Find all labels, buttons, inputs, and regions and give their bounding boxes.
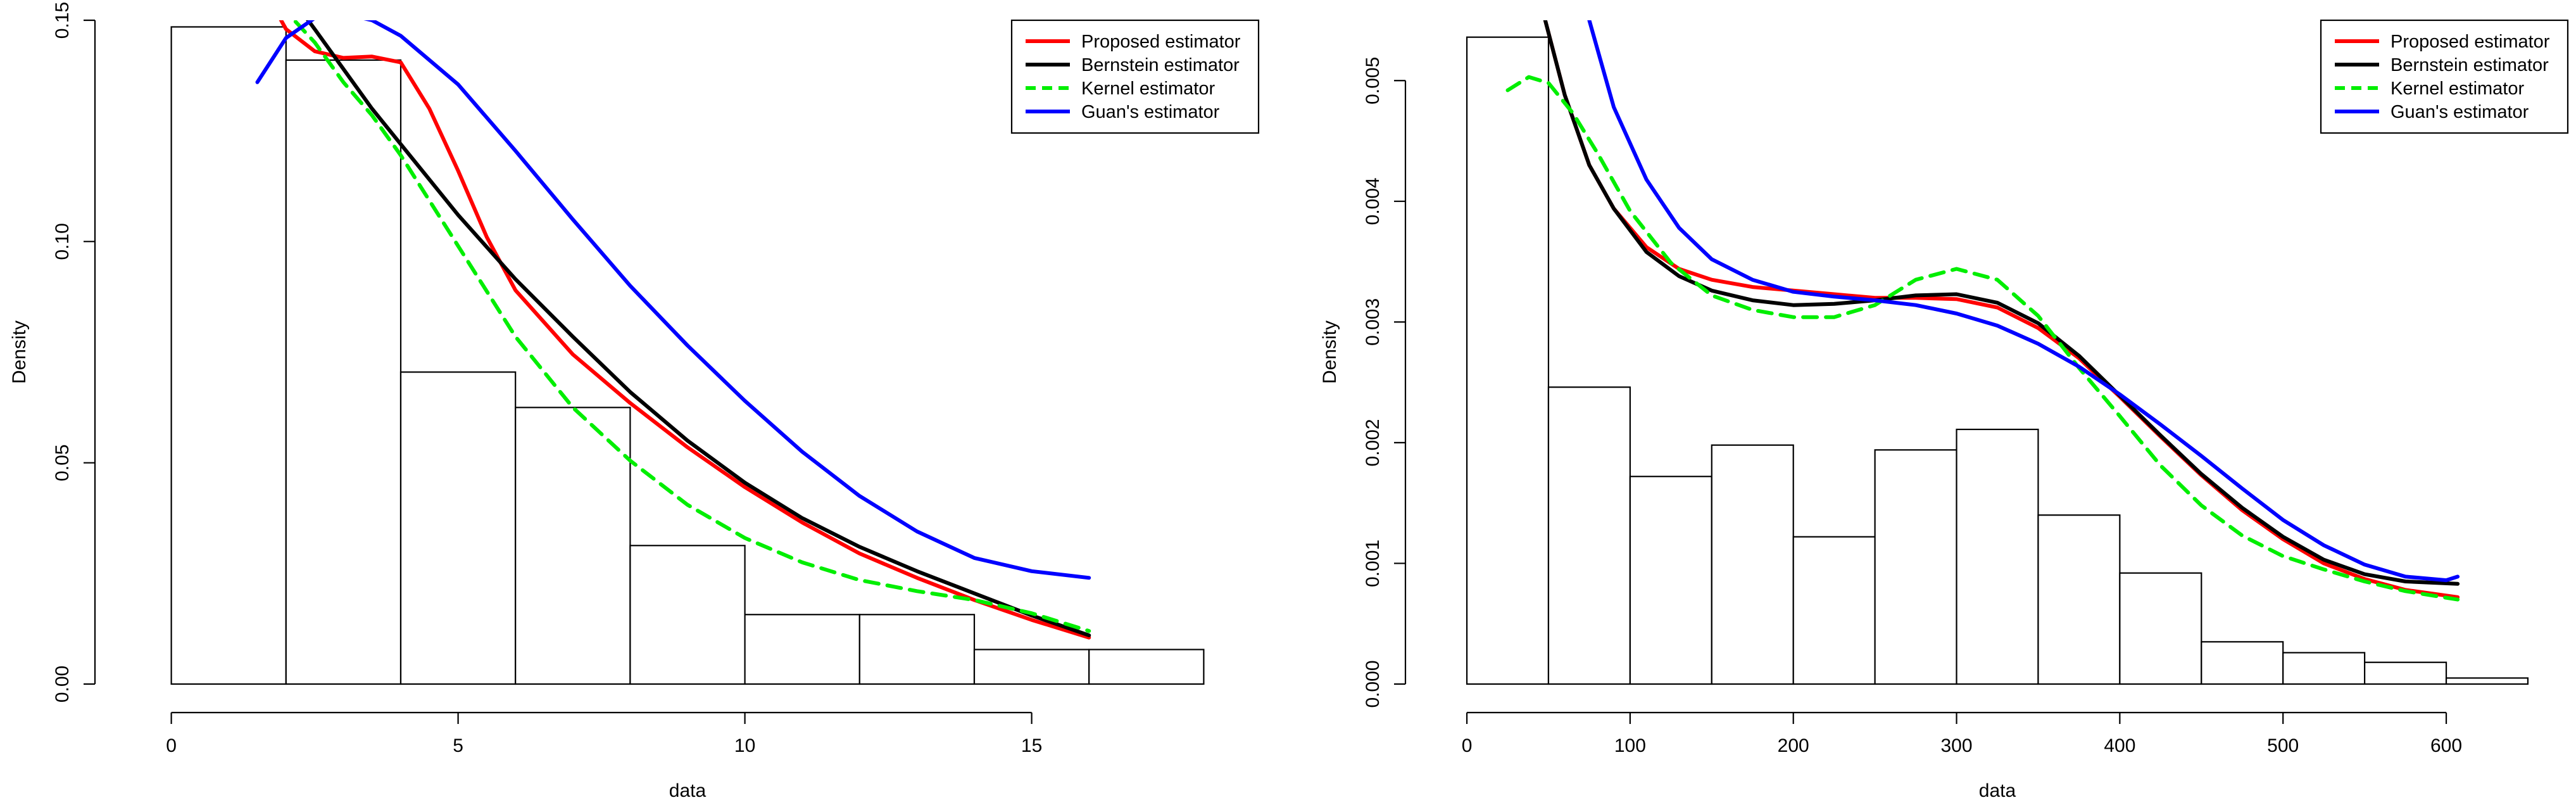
x-tick-label: 5	[453, 735, 463, 756]
legend-entry-label: Guan's estimator	[1081, 102, 1220, 122]
legend-entry-label: Proposed estimator	[2391, 32, 2550, 52]
histogram-bar	[2445, 677, 2529, 685]
histogram-bar	[1088, 649, 1205, 685]
density-curve-bernstein-estimator	[306, 20, 1091, 638]
y-tick-label: 0.000	[1362, 660, 1383, 707]
histogram-bar	[2364, 661, 2447, 685]
density-curves	[255, 20, 1091, 640]
legend-entry-label: Proposed estimator	[1081, 32, 1241, 52]
y-tick-label: 0.005	[1362, 57, 1383, 105]
y-axis-label: Density	[1319, 320, 1340, 384]
legend-entry-label: Bernstein estimator	[1081, 55, 1240, 75]
histogram-bar	[1466, 36, 1550, 685]
x-tick-label: 15	[1021, 735, 1042, 756]
x-tick-label: 100	[1614, 735, 1646, 756]
x-tick-label: 400	[2104, 735, 2135, 756]
density-curve-bernstein-estimator	[1543, 20, 2460, 586]
histogram-bar	[2282, 652, 2366, 685]
histogram-bar	[2201, 641, 2284, 685]
legend-box	[2320, 19, 2569, 134]
y-axis-label: Density	[9, 320, 30, 384]
legend-entry-label: Guan's estimator	[2391, 102, 2529, 122]
y-tick-label: 0.00	[52, 666, 73, 702]
x-tick-label: 500	[2267, 735, 2299, 756]
histogram-bar	[2037, 514, 2121, 685]
x-tick-label: 600	[2430, 735, 2462, 756]
x-tick-label: 200	[1778, 735, 1809, 756]
y-tick-label: 0.001	[1362, 540, 1383, 587]
histogram-bar	[973, 649, 1090, 685]
density-curve-kernel-estimator	[291, 20, 1091, 633]
histogram-bar	[285, 59, 402, 685]
histogram-bar	[515, 407, 631, 685]
x-tick-label: 0	[1462, 735, 1473, 756]
y-tick-label: 0.15	[52, 2, 73, 39]
histogram-bar	[1792, 536, 1876, 685]
x-axis-label: data	[669, 780, 707, 801]
legend-entry-label: Kernel estimator	[2391, 79, 2524, 99]
y-tick-label: 0.05	[52, 444, 73, 481]
histogram-bar	[744, 614, 860, 685]
legend: Proposed estimator Bernstein estimator Ker…	[1010, 19, 1260, 134]
x-tick-label: 300	[1941, 735, 1973, 756]
histogram-bar	[1547, 386, 1631, 685]
y-tick-label: 0.10	[52, 223, 73, 260]
y-tick-label: 0.003	[1362, 298, 1383, 346]
histogram-bar	[1711, 444, 1794, 685]
y-tick-label: 0.004	[1362, 177, 1383, 225]
histogram-bar	[858, 614, 976, 685]
left-histogram-panel: 0 5 10 15 data 0.00 0.05 0.10 0.15 Density Propose…	[9, 2, 1260, 801]
legend-entry-label: Kernel estimator	[1081, 79, 1215, 99]
histogram-bar	[1956, 428, 2039, 685]
y-tick-label: 0.002	[1362, 419, 1383, 466]
histogram-bar	[629, 545, 746, 685]
histogram-bar	[1629, 476, 1712, 685]
x-tick-label: 0	[166, 735, 177, 756]
density-curves	[1505, 20, 2460, 602]
density-curve-guan-s-estimator	[255, 20, 1091, 580]
legend: Proposed estimator Bernstein estimator Ker…	[2320, 19, 2569, 134]
density-curve-guan-s-estimator	[1587, 20, 2460, 583]
x-axis-label: data	[1979, 780, 2016, 801]
density-curve-proposed-estimator	[1543, 20, 2460, 599]
x-tick-label: 10	[734, 735, 755, 756]
histogram-bar	[1874, 449, 1957, 685]
legend-box	[1010, 19, 1260, 134]
density-curve-kernel-estimator	[1505, 75, 2460, 602]
right-histogram-panel: 0 100 200 300 400 500 600 data 0.000 0.001 0.002 0.…	[1319, 19, 2569, 801]
histogram-bar	[170, 26, 287, 685]
histogram-bar	[2119, 572, 2202, 685]
histogram-bar	[399, 371, 517, 685]
legend-entry-label: Bernstein estimator	[2391, 55, 2549, 75]
density-curve-proposed-estimator	[279, 20, 1091, 640]
